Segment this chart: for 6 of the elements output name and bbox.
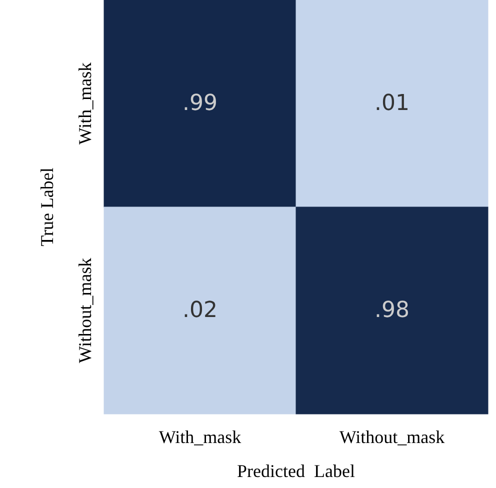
data-label: .98 [374,298,410,323]
x-axis-title: Predicted Label [237,461,355,481]
data-label: .01 [374,91,410,116]
y-axis-title: True Label [37,168,57,246]
data-label: .99 [182,91,218,116]
data-label: .02 [182,298,218,323]
